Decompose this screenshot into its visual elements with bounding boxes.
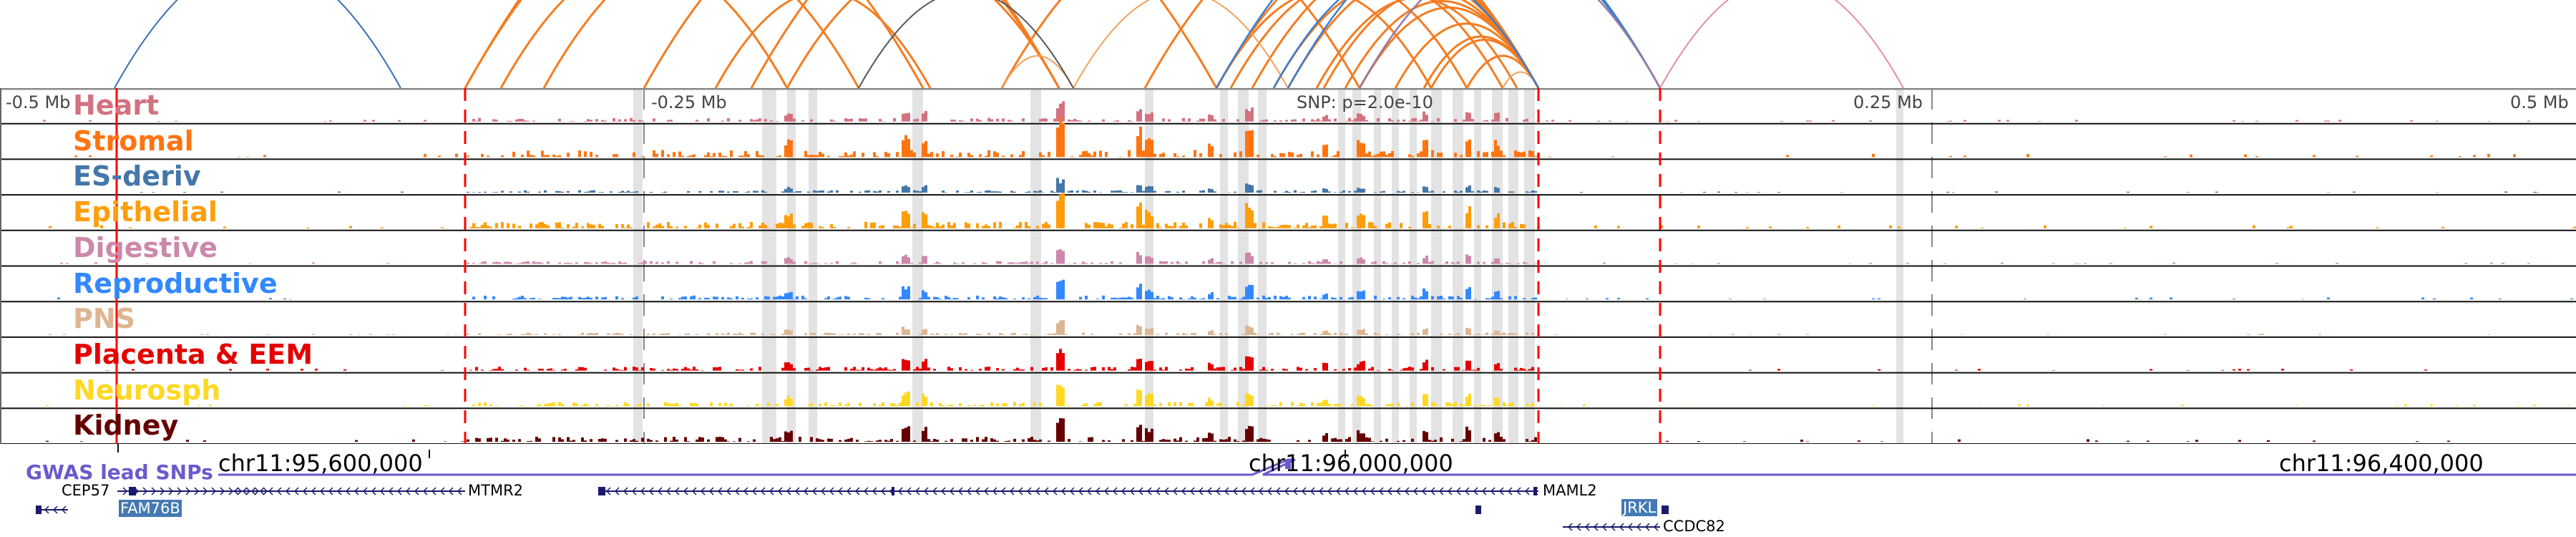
signal-3 <box>49 193 2576 228</box>
interaction-arc <box>750 0 1218 88</box>
interaction-arc <box>1000 0 1361 88</box>
signal-8 <box>46 384 2570 407</box>
track-label-digestive: Digestive <box>73 231 218 263</box>
gene-fam76b[interactable]: FAM76B <box>119 500 182 517</box>
track-label-placenta-eem: Placenta & EEM <box>73 338 313 370</box>
track-label-heart: Heart <box>73 90 160 121</box>
signal-2 <box>140 178 2539 193</box>
axis-label-right: 0.5 Mb <box>2510 92 2569 112</box>
signal-6 <box>49 319 2490 335</box>
track-label-epithelial: Epithelial <box>73 196 218 228</box>
interaction-arc <box>1287 0 1662 88</box>
gwas-track-label: GWAS lead SNPs <box>26 460 213 484</box>
axis-label-mid-right: 0.25 Mb <box>1853 92 1923 112</box>
coord-label-3: chr11:96,400,000 <box>2279 450 2484 477</box>
track-canvas <box>0 88 2576 444</box>
interaction-arc <box>714 0 932 88</box>
coord-label-1: chr11:95,600,000 <box>218 450 423 477</box>
interaction-arc <box>1272 0 1540 88</box>
gene-jrkl[interactable]: JRKL <box>1621 499 1658 516</box>
interaction-arc <box>1315 0 1518 88</box>
axis-label-left: -0.5 Mb <box>6 92 71 112</box>
interaction-arcs <box>114 0 1904 88</box>
interaction-arc <box>1073 0 1289 88</box>
track-label-reproductive: Reproductive <box>73 267 278 299</box>
signal-7 <box>106 349 2427 371</box>
interaction-arc <box>1359 0 1661 88</box>
track-label-es-deriv: ES-deriv <box>73 160 201 193</box>
track-label-kidney: Kidney <box>73 410 179 442</box>
interaction-arc <box>858 0 1074 88</box>
interaction-arc <box>1659 0 1904 88</box>
interaction-arc <box>1465 54 1540 88</box>
interaction-arc <box>464 0 924 88</box>
gene-canvas <box>36 444 2576 531</box>
track-label-pns: PNS <box>73 303 136 335</box>
interaction-arc <box>542 0 860 88</box>
signal-tracks: -0.5 Mb -0.25 Mb SNP: p=2.0e-10 0.25 Mb … <box>0 88 2576 444</box>
interaction-arc <box>499 0 789 88</box>
interaction-arc <box>786 0 1060 88</box>
signal-0 <box>43 101 2530 122</box>
signal-4 <box>60 248 2530 264</box>
interaction-arc <box>1229 0 1468 88</box>
gene-cep57[interactable]: CEP57 <box>62 482 110 499</box>
interaction-arc <box>1215 0 1433 88</box>
gene-maml2[interactable]: MAML2 <box>1543 482 1597 499</box>
gene-track <box>0 444 2576 537</box>
signal-1 <box>74 117 2516 158</box>
gene-ccdc82[interactable]: CCDC82 <box>1663 518 1725 535</box>
axis-label-mid-left: -0.25 Mb <box>651 92 727 112</box>
snp-label: SNP: p=2.0e-10 <box>1297 92 1433 112</box>
signal-5 <box>57 279 2573 300</box>
interaction-arc <box>114 0 401 88</box>
gene-mtmr2[interactable]: MTMR2 <box>468 482 524 499</box>
interaction-arc <box>1143 0 1540 88</box>
interaction-arc <box>464 0 1060 88</box>
coord-label-2: chr11:96,000,000 <box>1249 450 1453 477</box>
track-label-neurosph: Neurosph <box>73 374 221 406</box>
signal-9 <box>46 418 2450 442</box>
track-label-stromal: Stromal <box>73 125 194 157</box>
interaction-arc <box>1001 55 1074 88</box>
gwas-snp-marker[interactable] <box>1285 460 1291 469</box>
